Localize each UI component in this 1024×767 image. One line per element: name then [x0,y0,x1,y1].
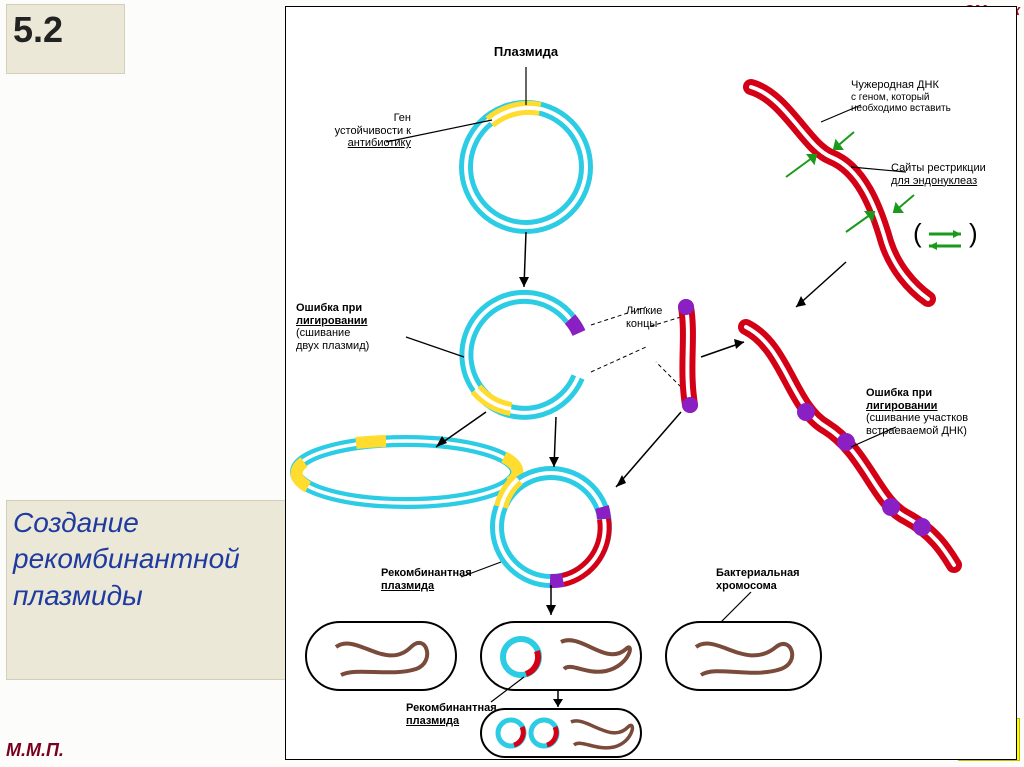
foreign-dna-1: Чужеродная ДНК [851,79,1006,92]
label-ligation-err-dna: Ошибка при лигировании (сшивание участко… [866,387,1016,438]
restriction-1: Сайты рестрикции [891,162,1024,175]
restriction-legend: ( ) [913,218,978,250]
lig-err-p3: (сшивание [296,327,411,340]
recomb-c2: плазмида [406,715,526,728]
lig-err-p2: лигировании [296,315,411,328]
svg-text:(: ( [913,218,922,248]
section-number-box: 5.2 [6,4,125,74]
lig-err-d4: встраеваемой ДНК) [866,425,1016,438]
restriction-2: для эндонуклеаз [891,175,1024,188]
recomb-1: Рекомбинантная [381,567,501,580]
recomb-c1: Рекомбинантная [406,702,526,715]
section-number: 5.2 [13,9,118,51]
recomb-2: плазмида [381,580,501,593]
plasmid-top [466,107,586,227]
label-antibiotic-gene: Ген устойчивости к антибиотику [301,112,411,150]
main-title-box: Создание рекомбинантной плазмиды [6,500,292,680]
label-sticky-ends: Липкие концы [626,305,686,330]
main-title-line1: Создание [13,505,285,541]
lig-err-p4: двух плазмид) [296,340,411,353]
antibiotic-gene-3: антибиотику [301,137,411,150]
bact-1: Бактериальная [716,567,836,580]
svg-text:): ) [969,218,978,248]
lig-err-d3: (сшивание участков [866,412,1016,425]
bact-2: хромосома [716,580,836,593]
foreign-dna-3: необходимо вставить [851,103,1006,115]
lig-err-d1: Ошибка при [866,387,1016,400]
bacterial-cells [306,622,821,690]
open-plasmid [466,297,579,413]
foreign-dna-2: с геном, который [851,92,1006,104]
recombinant-plasmid [497,473,605,581]
label-plasmid-title-text: Плазмида [494,44,558,59]
lig-err-d2: лигировании [866,400,1016,413]
label-ligation-err-plasmid: Ошибка при лигировании (сшивание двух пл… [296,302,411,353]
label-plasmid-title: Плазмида [481,45,571,60]
sticky-2: концы [626,318,686,331]
footer-author-text: М.М.П. [6,740,64,760]
label-recomb-plasmid: Рекомбинантная плазмида [381,567,501,592]
label-foreign-dna: Чужеродная ДНК с геном, который необходи… [851,79,1006,115]
antibiotic-gene-1: Ген [301,112,411,125]
diagram-panel: ( ) [285,6,1017,760]
label-recomb-plasmid-cell: Рекомбинантная плазмида [406,702,526,727]
main-title-line3: плазмиды [13,578,285,614]
error-red-strand [746,327,954,565]
footer-author: М.М.П. [6,740,64,761]
lig-err-p1: Ошибка при [296,302,411,315]
antibiotic-gene-2: устойчивости к [301,125,411,138]
double-plasmid-ellipse [296,441,517,503]
main-title-line2: рекомбинантной [13,541,285,577]
sticky-1: Липкие [626,305,686,318]
label-bact-chrom: Бактериальная хромосома [716,567,836,592]
label-restriction: Сайты рестрикции для эндонуклеаз [891,162,1024,187]
